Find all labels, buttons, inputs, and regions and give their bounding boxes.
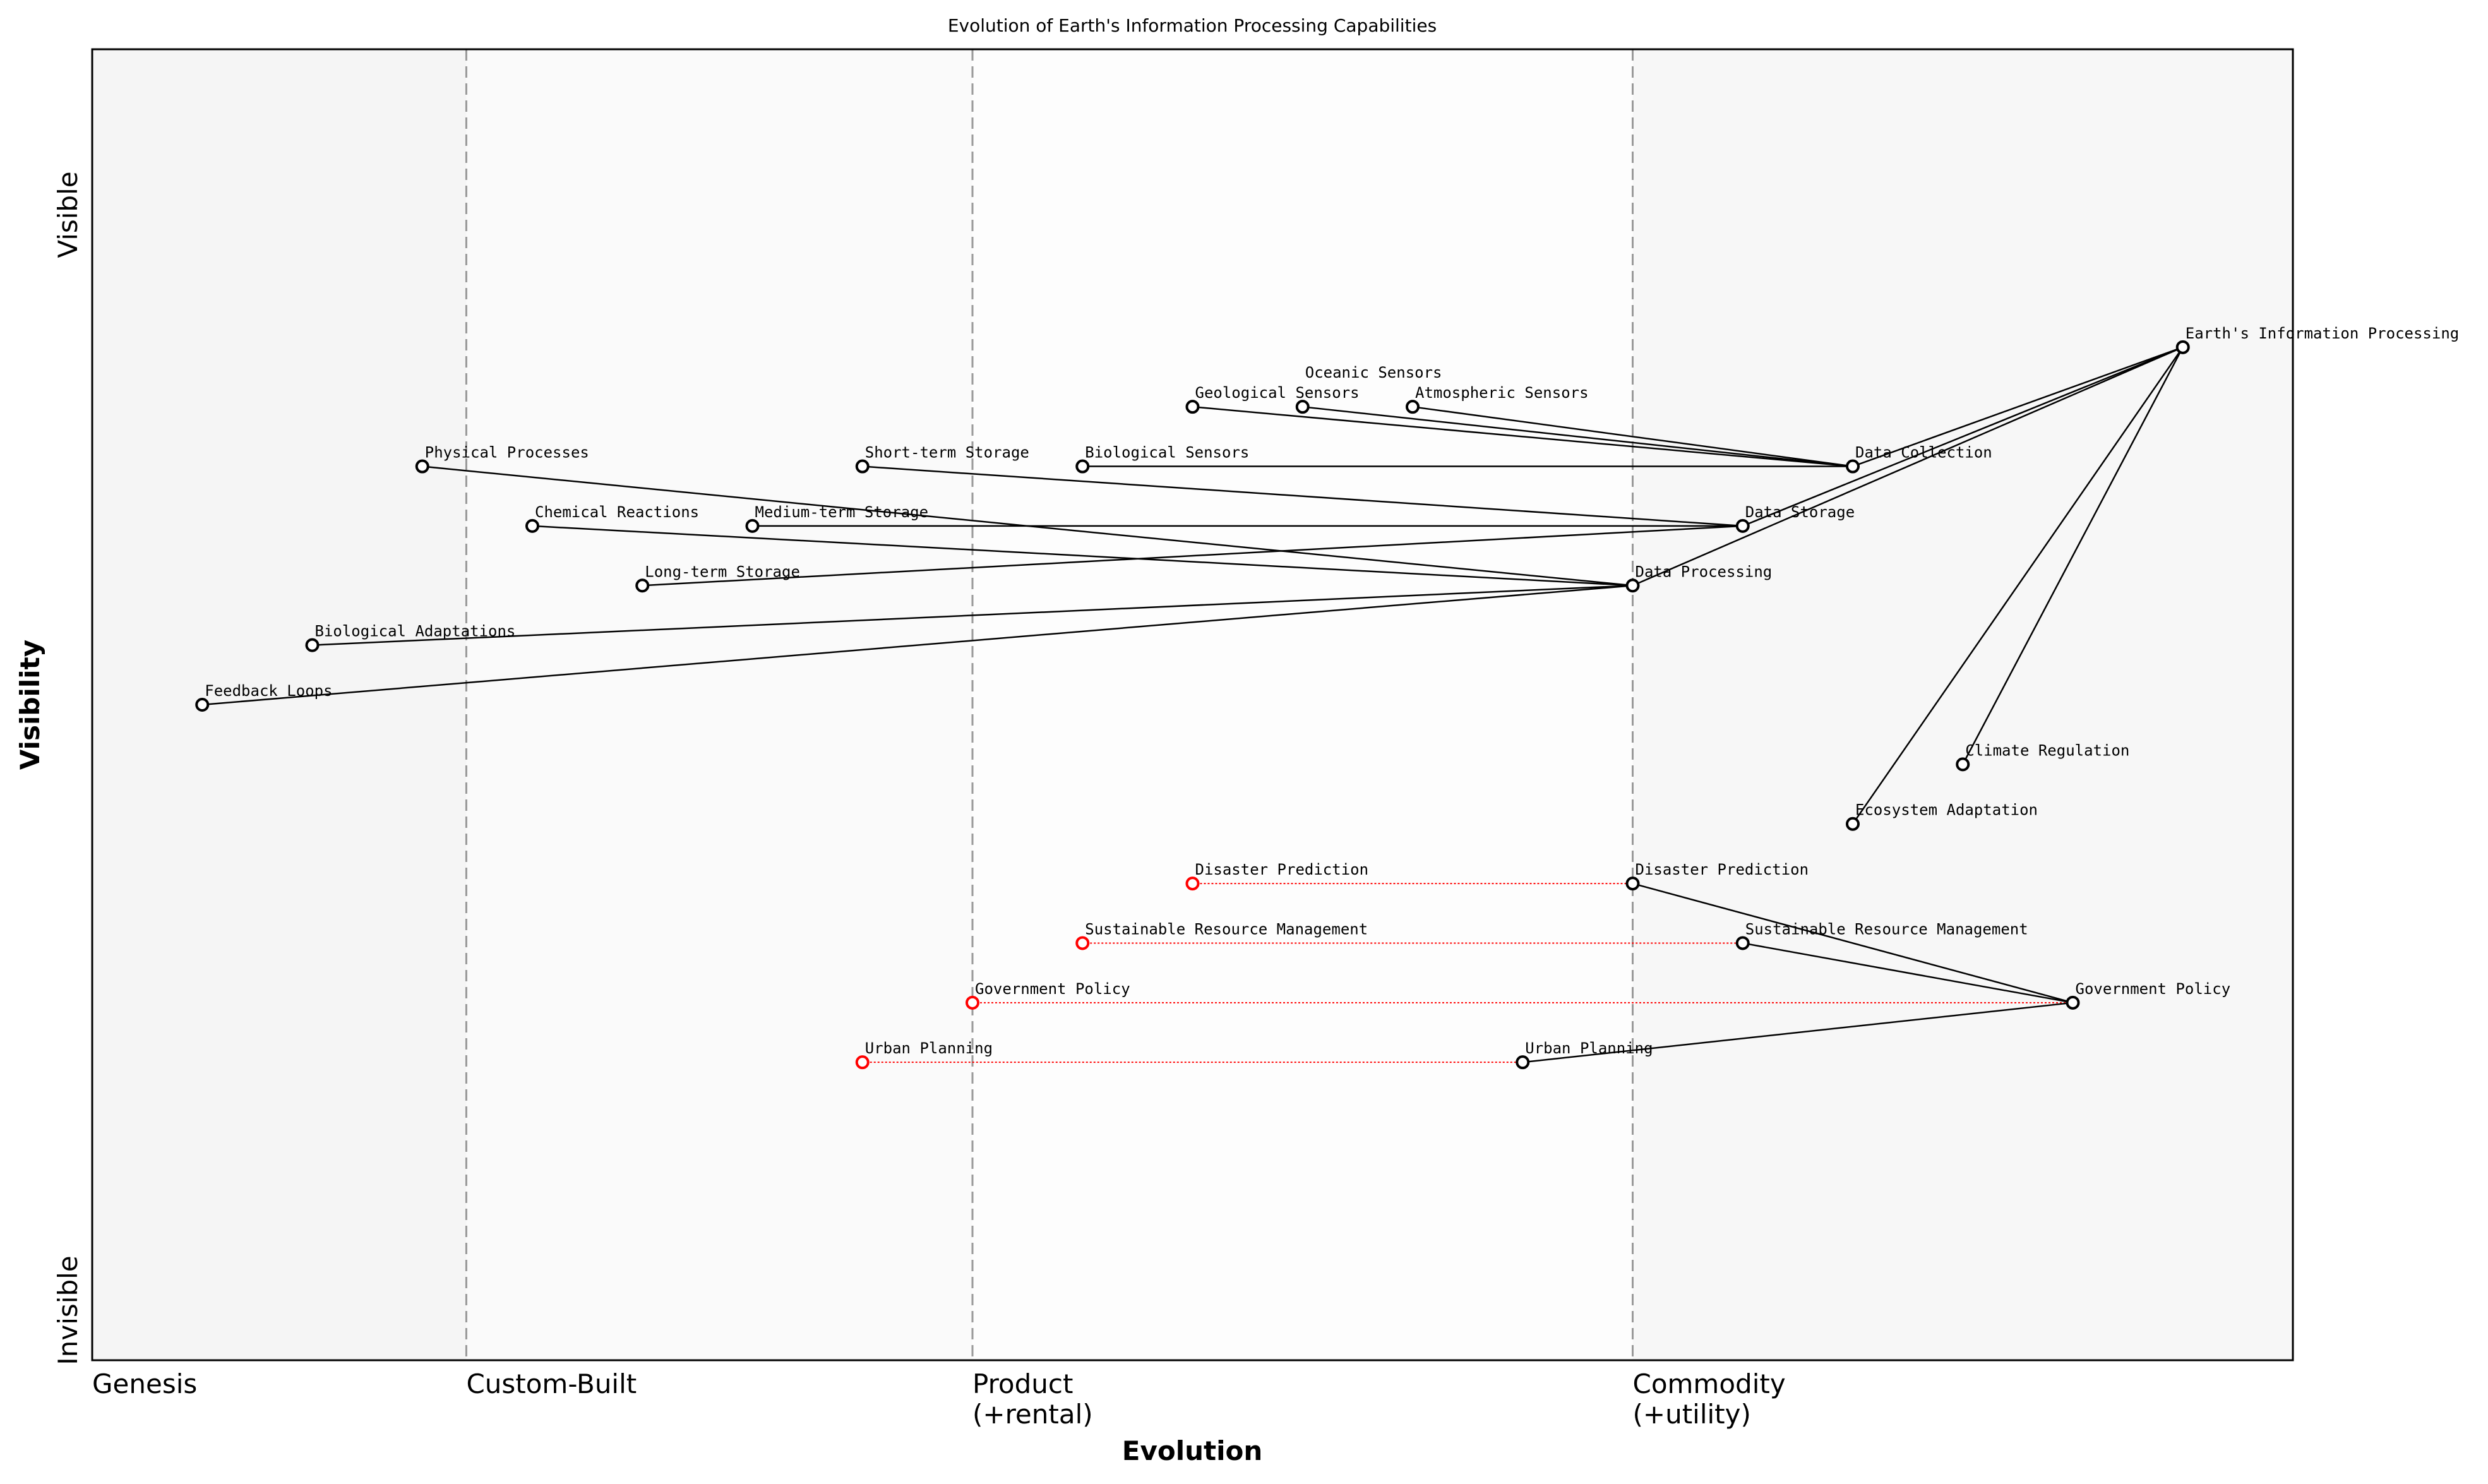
component-marker (635, 578, 650, 593)
dependency-link (1192, 405, 1853, 467)
component-label: Short-term Storage (865, 444, 1029, 462)
evolution-origin-label: Disaster Prediction (1195, 861, 1369, 878)
component-label: Oceanic Sensors (1305, 364, 1442, 381)
component-marker (525, 518, 539, 533)
component-label: Atmospheric Sensors (1415, 384, 1589, 402)
component-marker (1516, 1055, 1530, 1070)
component-label: Medium-term Storage (755, 503, 929, 521)
evolution-origin-label: Sustainable Resource Management (1085, 920, 1368, 938)
evolution-links (862, 883, 2073, 1063)
evolution-origin-label: Urban Planning (865, 1039, 993, 1057)
component-label: Earth's Information Processing (2186, 325, 2459, 342)
dependency-link (202, 585, 1633, 706)
dependency-link (1412, 405, 1853, 467)
component-marker (2066, 995, 2080, 1010)
component-label: Data Storage (1745, 503, 1855, 521)
stage-label: Commodity (+utility) (1633, 1368, 1786, 1430)
chart-title: Evolution of Earth's Information Process… (948, 15, 1437, 36)
component-marker (1735, 936, 1750, 950)
component-label: Geological Sensors (1195, 384, 1360, 402)
component-nodes: Disaster Prediction Sustainable Resource … (195, 325, 2459, 1070)
stage-divider-lines (465, 49, 1634, 1360)
dependency-link (642, 525, 1743, 587)
component-marker (1295, 400, 1310, 414)
component-label: Urban Planning (1525, 1039, 1653, 1057)
component-label: Ecosystem Adaptation (1855, 801, 2038, 819)
plot-frame (91, 48, 2294, 1361)
component-marker (1625, 578, 1640, 593)
component-label: Data Collection (1855, 444, 1992, 462)
component-marker (855, 459, 870, 474)
stage-label-line: (+rental) (972, 1399, 1093, 1430)
dependency-link (1962, 347, 2184, 765)
component-label: Disaster Prediction (1636, 861, 1809, 878)
component-marker (1956, 757, 1970, 772)
stage-label: Custom-Built (466, 1368, 637, 1399)
stage-label-line: Custom-Built (466, 1368, 637, 1399)
x-axis-label: Evolution (1122, 1435, 1262, 1466)
component-marker (195, 698, 210, 712)
dependency-link (532, 525, 1633, 587)
component-marker (1075, 459, 1090, 474)
dependency-link (1632, 882, 2073, 1004)
stage-band (466, 49, 972, 1360)
component-marker (1185, 400, 1200, 414)
component-label: Climate Regulation (1965, 741, 2129, 759)
evolution-origin-label: Government Policy (975, 980, 1130, 998)
component-label: Biological Adaptations (315, 623, 516, 640)
stage-band (92, 49, 467, 1360)
stage-band (972, 49, 1633, 1360)
evolution-origin-marker (966, 995, 979, 1010)
stage-band (1632, 49, 2293, 1360)
stage-label: Product (+rental) (972, 1368, 1093, 1430)
evolution-origin-marker (1075, 936, 1090, 950)
dependency-link (1852, 346, 2184, 467)
dependency-link (862, 465, 1743, 527)
stage-background-bands (92, 49, 2293, 1360)
component-marker (1846, 817, 1860, 831)
component-marker (1406, 400, 1420, 414)
y-label-invisible: Invisible (52, 1255, 83, 1365)
stage-label-line: Commodity (1633, 1368, 1786, 1399)
stage-label-line: Genesis (92, 1368, 197, 1399)
component-label: Data Processing (1636, 563, 1773, 580)
stage-label-line: Product (972, 1368, 1073, 1399)
dependency-link (1522, 1002, 2073, 1063)
y-axis-label: Visibility (15, 640, 45, 770)
dependency-link (1742, 346, 2184, 527)
component-marker (2175, 340, 2190, 354)
component-label: Chemical Reactions (535, 503, 699, 521)
component-marker (1846, 459, 1860, 474)
stage-label: Genesis (92, 1368, 197, 1399)
component-marker (1625, 877, 1640, 891)
dependency-link (422, 465, 1633, 587)
dependency-link (1632, 346, 2184, 587)
dependency-link (312, 585, 1633, 646)
component-marker (1735, 518, 1750, 533)
component-label: Long-term Storage (645, 563, 800, 580)
stage-label-line: (+utility) (1633, 1399, 1751, 1430)
dependency-link (1742, 942, 2073, 1004)
dependency-link (1851, 347, 2184, 825)
component-label: Government Policy (2076, 980, 2231, 998)
evolution-origin-marker (1185, 877, 1200, 891)
y-label-visible: Visible (52, 171, 83, 258)
component-label: Sustainable Resource Management (1745, 920, 2028, 938)
component-marker (745, 518, 760, 533)
dependency-links (202, 346, 2184, 1063)
component-label: Feedback Loops (205, 682, 332, 700)
component-label: Biological Sensors (1085, 444, 1249, 462)
component-marker (305, 638, 320, 652)
evolution-origin-marker (855, 1055, 870, 1070)
stage-labels: Genesis Custom-Built Product (+rental) Commo… (92, 1368, 1786, 1430)
component-label: Physical Processes (425, 444, 589, 462)
dependency-link (1302, 405, 1853, 467)
component-marker (415, 459, 429, 474)
